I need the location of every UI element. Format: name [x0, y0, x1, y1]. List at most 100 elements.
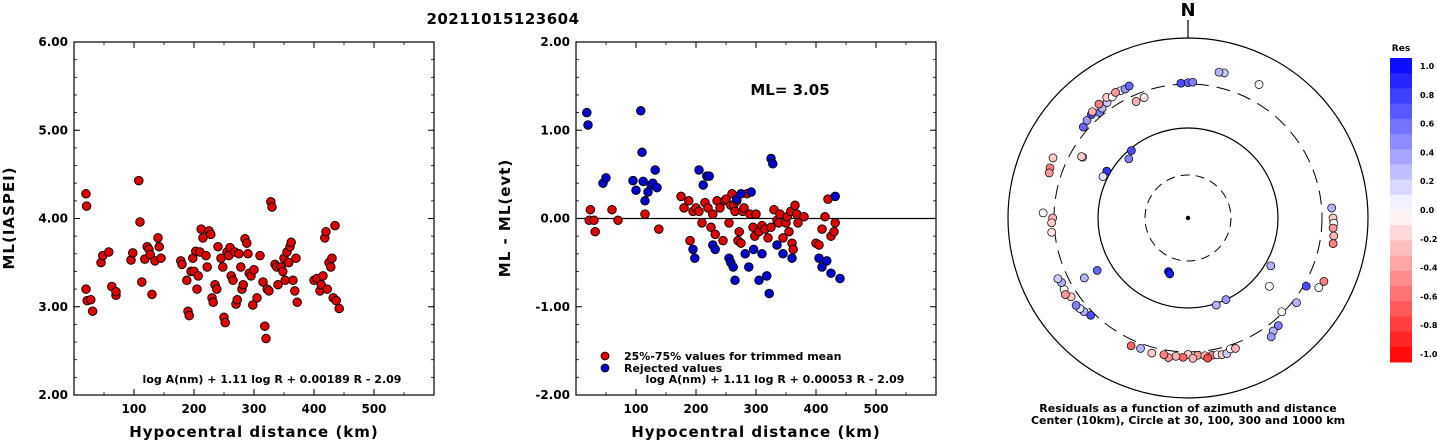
data-point [764, 288, 774, 299]
station-point [1082, 116, 1092, 125]
data-point [236, 262, 246, 272]
x-tick-label: 500 [361, 402, 386, 416]
station-point [1292, 298, 1301, 308]
panel-ml-iaspei: 2.00 3.00 4.00 5.00 6.00 100 200 300 400 500 log … [0, 35, 435, 441]
data-point [128, 248, 138, 258]
station-point [1171, 351, 1181, 361]
station-point [1077, 152, 1086, 161]
data-point [788, 244, 798, 255]
colorbar-label: -0.2 [1420, 235, 1437, 244]
caption-line-2: Center (10km), Circle at 30, 100, 300 an… [1031, 414, 1345, 427]
colorbar-swatch [1390, 179, 1412, 196]
data-point [638, 176, 648, 187]
y-tick-label: 2.00 [540, 35, 570, 49]
data-point [193, 271, 203, 281]
data-point [763, 233, 773, 243]
colorbar-swatch [1390, 164, 1412, 181]
data-point [814, 253, 824, 263]
colorbar-label: -1.0 [1420, 350, 1437, 359]
data-point [290, 286, 300, 296]
data-point [154, 241, 164, 252]
data-point [331, 295, 341, 306]
data-point [835, 273, 845, 284]
station-point [1319, 277, 1329, 286]
data-point [710, 229, 720, 240]
y-tick-label: -1.00 [535, 300, 570, 314]
colorbar-swatches [1390, 58, 1412, 363]
data-point [650, 165, 660, 175]
data-point [318, 271, 328, 281]
data-point [111, 286, 121, 297]
data-point [724, 218, 734, 228]
station-point [1328, 239, 1338, 248]
data-point [585, 204, 596, 215]
data-point [218, 262, 228, 272]
data-point [637, 147, 647, 158]
data-point [728, 262, 738, 272]
y-axis-label: ML(IASPEI) [0, 166, 18, 269]
station-point [1092, 266, 1102, 275]
station-point [1327, 203, 1337, 213]
x-tick-label: 200 [181, 402, 206, 416]
formula-label: log A(nm) + 1.11 log R + 0.00053 R - 2.0… [646, 373, 905, 386]
y-tick-label: 1.00 [540, 123, 570, 137]
station-point [1147, 348, 1157, 358]
data-point [690, 253, 700, 263]
data-point [182, 275, 192, 286]
colorbar-swatch [1390, 103, 1412, 120]
data-point [202, 262, 212, 272]
x-axis-label: Hypocentral distance (km) [129, 423, 379, 441]
data-point [708, 209, 718, 219]
data-point [679, 203, 689, 213]
data-points [81, 175, 344, 344]
data-point [286, 237, 296, 248]
legend-marker-trimmed [600, 351, 610, 361]
x-tick-label: 200 [683, 402, 708, 416]
data-point [327, 253, 337, 263]
station-point [1044, 168, 1054, 178]
data-point [734, 226, 744, 237]
data-point [137, 277, 147, 287]
data-point [640, 196, 650, 206]
station-point [1038, 208, 1048, 218]
data-point [589, 215, 599, 226]
colorbar-labels: 1.0 0.8 0.6 0.4 0.2 0.0 -0.2 -0.4 -0.6 -0.8 -1.0 [1420, 62, 1437, 359]
data-point [784, 226, 794, 237]
data-point [249, 264, 259, 275]
north-label: N [1180, 0, 1195, 21]
y-tick-label: 6.00 [38, 35, 68, 49]
data-point [830, 218, 840, 228]
plot-frame [73, 41, 435, 396]
data-point [583, 120, 593, 130]
axis-ticks: 2.00 3.00 4.00 5.00 6.00 100 200 300 400 500 [38, 35, 435, 416]
colorbar-swatch [1390, 225, 1412, 241]
station-point [1221, 295, 1231, 304]
station-point [1159, 350, 1169, 360]
data-point [685, 235, 695, 246]
station-point [1214, 67, 1224, 77]
colorbar-swatch [1390, 346, 1412, 363]
data-point [718, 235, 728, 246]
y-tick-label: 2.00 [38, 388, 68, 402]
data-point [751, 209, 761, 219]
data-point [81, 284, 91, 294]
data-point [184, 310, 194, 321]
station-point [1061, 290, 1070, 299]
data-point [746, 187, 756, 197]
axis-ticks: -2.00 -1.00 0.00 1.00 2.00 100 200 300 400 500 [535, 35, 937, 416]
data-point [87, 306, 98, 316]
data-point [730, 275, 740, 286]
colorbar-label: -0.6 [1420, 292, 1437, 301]
x-tick-label: 400 [803, 402, 828, 416]
colorbar: Res 1.0 0.8 0.6 0.4 0.2 0.0 -0.2 -0.4 -0.6 -0.8 -1… [1390, 44, 1437, 363]
data-point [744, 262, 754, 272]
y-tick-label: -2.00 [535, 388, 570, 402]
data-point [234, 249, 244, 259]
ring-1000km [1007, 37, 1369, 399]
data-point [264, 286, 274, 296]
data-point [814, 240, 824, 250]
data-point [601, 173, 611, 183]
data-point [321, 226, 331, 237]
data-point [86, 294, 96, 305]
data-point [590, 226, 600, 237]
